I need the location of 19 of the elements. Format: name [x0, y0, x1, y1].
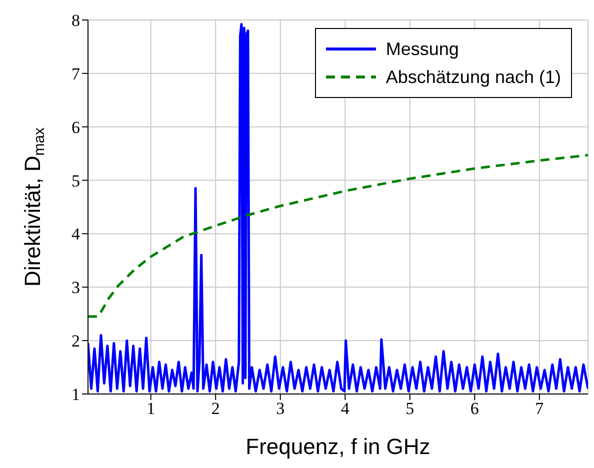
y-tick-label: 8	[72, 11, 80, 30]
y-tick-label: 3	[72, 278, 80, 298]
x-tick-label: 4	[340, 399, 350, 418]
y-tick-label: 2	[72, 332, 80, 351]
x-tick-label: 1	[146, 399, 156, 418]
line-series	[88, 154, 588, 318]
x-tick-label: 5	[406, 399, 414, 418]
x-tick-label: 2	[211, 399, 220, 418]
y-tick-label: 1	[72, 385, 80, 404]
x-tick-label: 6	[470, 399, 479, 418]
y-tick-label: 4	[72, 224, 80, 244]
legend-label: Abschätzung nach (1)	[386, 66, 561, 89]
y-tick-label: 7	[72, 64, 80, 84]
x-tick-label: 3	[276, 399, 285, 418]
y-tick-label: 6	[72, 118, 80, 137]
x-axis-title: Frequenz, f in GHz	[246, 434, 430, 459]
y-tick-label: 5	[72, 171, 80, 190]
x-tick-label: 7	[535, 399, 544, 418]
legend-label: Messung	[386, 38, 459, 61]
